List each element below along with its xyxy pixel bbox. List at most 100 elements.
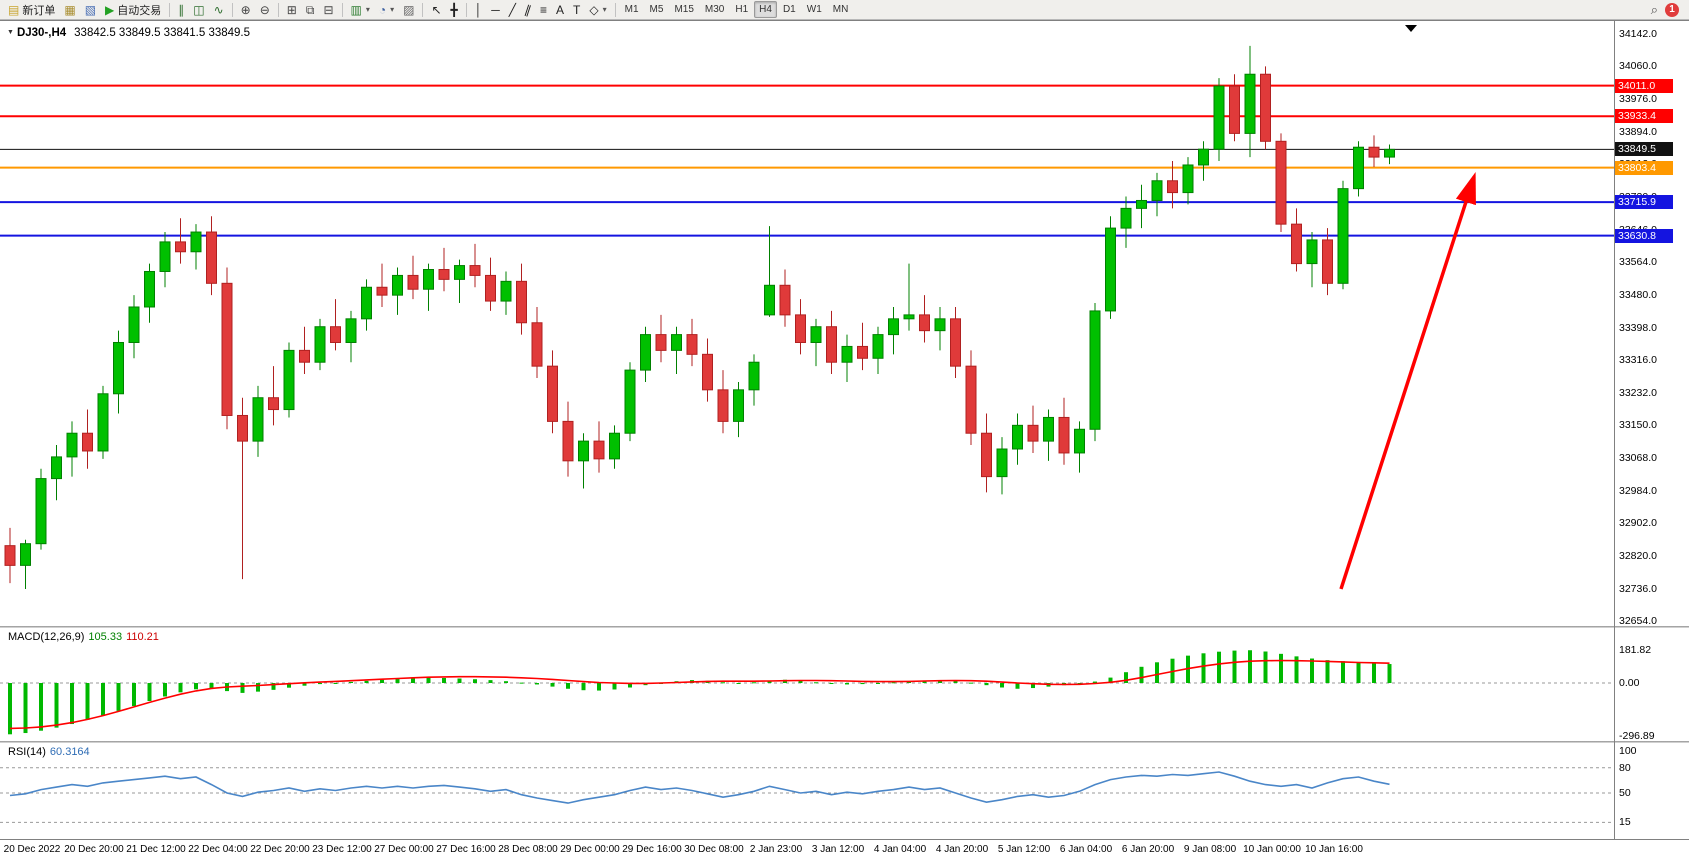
macd-histogram-bar <box>566 683 570 689</box>
candle-body-bull <box>1120 207 1132 229</box>
candle-body-bull <box>996 448 1008 478</box>
text-button[interactable]: A <box>552 0 568 19</box>
macd-histogram-bar <box>1217 651 1221 683</box>
macd-histogram-bar <box>209 683 214 689</box>
channel-button[interactable]: ∥ <box>521 0 535 19</box>
tf-mn[interactable]: MN <box>828 1 854 18</box>
tf-m1[interactable]: M1 <box>620 1 644 18</box>
candle-body-bear <box>299 349 310 363</box>
price-tick: 33232.0 <box>1619 386 1657 399</box>
channel-icon: ∥ <box>522 1 534 18</box>
rsi-panel-separator[interactable] <box>0 741 1689 743</box>
candlestick-icon: ◫ <box>193 2 205 17</box>
macd-histogram-bar <box>116 683 121 711</box>
trendline-button[interactable]: ╱ <box>505 0 520 19</box>
macd-histogram-bar <box>938 680 942 683</box>
macd-panel-separator[interactable] <box>0 626 1689 628</box>
candle-body-bear <box>516 280 527 324</box>
chart-profiles-button[interactable]: ◔ ▾ <box>375 0 398 19</box>
chart-shift-marker-icon[interactable] <box>1405 25 1417 32</box>
candle-body-bull <box>128 306 140 343</box>
candle-body-bear <box>407 274 419 290</box>
macd-histogram-bar <box>1201 653 1206 683</box>
candle-body-bull <box>283 349 295 411</box>
new-chart-button[interactable]: ▥ ▾ <box>347 0 374 19</box>
time-label: 27 Dec 16:00 <box>436 844 496 855</box>
search-icon[interactable]: ⌕ <box>1650 1 1658 17</box>
chart-window[interactable]: ▼ DJ30-,H4 33842.5 33849.5 33841.5 33849.5… <box>0 20 1689 861</box>
chart-title: ▼ DJ30-,H4 33842.5 33849.5 33841.5 33849.5 <box>7 27 250 39</box>
line-chart-button[interactable]: ∿ <box>210 0 228 19</box>
candle-body-bear <box>1229 85 1240 134</box>
arrange-windows-button[interactable]: ⊟ <box>319 0 337 19</box>
chart-plot[interactable] <box>0 21 1689 861</box>
ohlc-values: 33842.5 33849.5 33841.5 33849.5 <box>74 27 251 39</box>
cascade-windows-button[interactable]: ⧉ <box>302 0 319 19</box>
tf-m15[interactable]: M15 <box>669 1 698 18</box>
price-badge-33849.5: 33849.5 <box>1615 142 1673 157</box>
price-badge-33933.4: 33933.4 <box>1615 109 1673 124</box>
arrange-icon: ⊟ <box>323 2 334 17</box>
notification-badge[interactable]: 1 <box>1665 2 1679 17</box>
price-badge-34011.0: 34011.0 <box>1615 78 1673 93</box>
macd-histogram-bar <box>101 683 105 716</box>
tf-m5[interactable]: M5 <box>645 1 669 18</box>
tf-m30[interactable]: M30 <box>700 1 729 18</box>
macd-histogram-bar <box>736 683 741 684</box>
trend-arrow-annotation[interactable] <box>1339 172 1476 590</box>
candlestick-button[interactable]: ◫ <box>189 0 208 19</box>
text-label-button[interactable]: T <box>569 0 584 19</box>
tf-h1-label: H1 <box>735 4 749 15</box>
tf-h4[interactable]: H4 <box>754 1 777 18</box>
macd-histogram-bar <box>535 683 539 685</box>
data-window-button[interactable]: ▧ <box>81 0 100 19</box>
text-icon: A <box>556 2 565 17</box>
candle-body-bull <box>1337 188 1349 284</box>
candle-body-bear <box>1260 73 1271 142</box>
cursor-icon: ↖ <box>431 2 442 17</box>
candle-body-bear <box>655 334 667 351</box>
macd-histogram-bar <box>1015 683 1020 689</box>
crosshair-button[interactable]: ╋ <box>447 0 462 19</box>
tf-h4-label: H4 <box>759 4 772 15</box>
shapes-button[interactable]: ◇ ▾ <box>585 0 610 19</box>
autotrading-button[interactable]: ▶ 自动交易 <box>101 0 165 19</box>
new-order-button[interactable]: ▤ 新订单 <box>4 0 59 19</box>
candle-body-bull <box>144 270 155 308</box>
price-axis-border <box>1614 21 1615 839</box>
candle-body-bear <box>1291 223 1302 265</box>
tf-h1[interactable]: H1 <box>730 1 753 18</box>
candle-body-bull <box>1353 146 1364 190</box>
vertical-line-button[interactable]: │ <box>471 0 487 19</box>
shapes-icon: ◇ <box>589 2 599 17</box>
macd-histogram-bar <box>23 683 28 734</box>
chart-menu-icon[interactable]: ▼ <box>7 29 14 36</box>
candle-body-bull <box>1213 85 1225 150</box>
macd-histogram-bar <box>953 680 958 683</box>
candle-body-bull <box>361 286 372 320</box>
strategy-tester-button[interactable]: ▨ <box>399 0 418 19</box>
zoom-in-icon: ⊕ <box>240 2 251 17</box>
tf-d1[interactable]: D1 <box>778 1 801 18</box>
macd-histogram-bar <box>1139 666 1144 683</box>
tf-w1[interactable]: W1 <box>802 1 827 18</box>
charts-button[interactable]: ▦ <box>60 0 79 19</box>
bar-chart-button[interactable]: ∥ <box>174 0 188 19</box>
candle-body-bear <box>981 432 992 478</box>
tf-w1-label: W1 <box>806 4 822 15</box>
macd-histogram-bar <box>519 682 524 684</box>
candle-body-bear <box>4 545 16 566</box>
candle-body-bear <box>237 414 248 442</box>
tile-windows-button[interactable]: ⊞ <box>283 0 301 19</box>
toolbar-separator <box>277 2 279 17</box>
chevron-down-icon: ▾ <box>390 5 395 14</box>
rsi-axis-tick: 50 <box>1619 787 1631 799</box>
horizontal-line-button[interactable]: ─ <box>487 0 504 19</box>
candle-body-bull <box>671 334 682 351</box>
zoom-in-button[interactable]: ⊕ <box>237 0 255 19</box>
zoom-out-button[interactable]: ⊖ <box>256 0 274 19</box>
fibonacci-button[interactable]: ≡ <box>536 0 551 19</box>
cursor-button[interactable]: ↖ <box>427 0 445 19</box>
macd-histogram-bar <box>876 683 880 684</box>
